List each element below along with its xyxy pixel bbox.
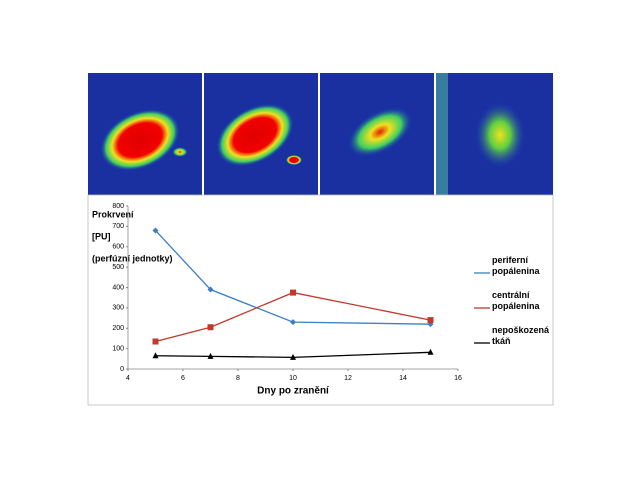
x-tick-label: 8	[236, 375, 240, 382]
marker	[152, 227, 159, 234]
y-tick-label: 0	[120, 366, 124, 373]
legend-label: nepoškozená tkáň	[492, 325, 550, 346]
y-label: [PU]	[92, 231, 111, 241]
legend-item: centrální popálenina	[474, 290, 546, 312]
y-label: (perfúzní jednotky)	[92, 253, 173, 263]
y-tick-label: 700	[112, 223, 124, 230]
perfusion-images	[88, 73, 553, 195]
chart-frame	[87, 194, 554, 406]
series-line	[155, 291, 431, 343]
x-tick-label: 4	[126, 375, 130, 382]
marker	[207, 324, 214, 331]
marker	[427, 317, 434, 324]
legend-label: centrální popálenina	[492, 290, 540, 311]
series-line	[155, 351, 431, 359]
y-tick-label: 100	[112, 345, 124, 352]
marker	[427, 348, 434, 355]
marker	[152, 338, 159, 345]
x-tick-label: 6	[181, 375, 185, 382]
legend-item: nepoškozená tkáň	[474, 325, 550, 347]
x-tick-label: 16	[454, 375, 462, 382]
legend-swatch	[474, 342, 490, 344]
y-tick-label: 800	[112, 203, 124, 210]
legend-label: periferní popálenina	[492, 255, 540, 276]
y-tick-label: 200	[112, 325, 124, 332]
marker	[152, 352, 159, 359]
series-line	[155, 230, 431, 325]
y-tick-label: 500	[112, 264, 124, 271]
marker	[207, 352, 214, 359]
y-tick-label: 600	[112, 244, 124, 251]
x-tick-label: 12	[344, 375, 352, 382]
y-tick-label: 400	[112, 284, 124, 291]
legend-item: periferní popálenina	[474, 255, 546, 277]
marker	[290, 319, 296, 326]
x-tick-label: 10	[289, 375, 297, 382]
y-label: Prokrvení	[92, 209, 134, 219]
marker	[290, 289, 296, 296]
legend-swatch	[474, 272, 490, 274]
legend-swatch	[474, 307, 490, 309]
x-label: Dny po zranění	[257, 386, 330, 397]
x-tick-label: 14	[399, 375, 407, 382]
marker	[207, 286, 214, 293]
y-tick-label: 300	[112, 305, 124, 312]
marker	[290, 353, 296, 360]
